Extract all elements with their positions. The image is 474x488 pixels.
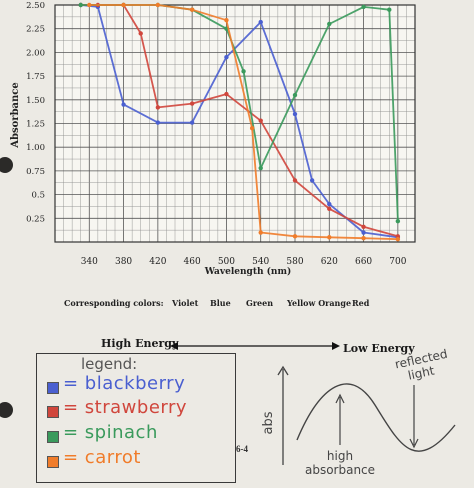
x-tick-label: 660 [355,257,372,267]
data-point-carrot [121,2,126,8]
x-tick-label: 420 [149,257,166,267]
data-point-blackberry [292,111,298,117]
x-tick-label: 460 [184,257,201,267]
legend-swatch-strawberry [47,406,59,418]
legend-swatch-carrot [47,456,59,468]
corresponding-colors-row: Corresponding colors: Violet Blue Green … [0,298,474,314]
data-point-spinach [327,21,332,27]
data-point-carrot [292,234,298,239]
x-tick-label: 540 [252,257,269,267]
data-point-spinach [387,7,392,12]
data-point-strawberry [361,224,366,230]
binder-hole-bottom [0,402,13,418]
data-point-strawberry [292,178,298,183]
sketch-y-arrowhead [277,365,289,376]
x-tick-label: 580 [286,257,303,267]
y-tick-label: 1.75 [26,72,45,82]
data-point-spinach [292,92,298,98]
y-tick-label: 0.25 [26,214,45,224]
absorbance-chart: 340 380 420 460 500 540 580 620 660 700 0.250.50.… [10,1,416,277]
binder-hole-top [0,157,13,173]
x-axis-label: Wavelength (nm) [204,266,292,277]
data-point-strawberry [258,118,263,123]
x-tick-label: 340 [81,257,98,267]
energy-scale: High Energy Low Energy [0,337,474,357]
sketch-axis-label: abs [261,411,276,434]
data-point-spinach [258,165,263,171]
x-tick-label: 380 [115,257,132,267]
grid [54,4,416,243]
data-point-carrot [249,126,255,131]
reflected-light-line2: light [407,363,436,382]
legend-item-carrot: = carrot [63,447,141,468]
x-tick-labels: 340 380 420 460 500 540 580 620 660 700 [81,257,407,267]
data-point-carrot [155,2,161,8]
high-absorbance-line2: absorbance [305,463,375,477]
data-point-blackberry [361,230,366,235]
legend-title: legend: [81,355,138,373]
legend-swatch-blackberry [47,382,59,394]
x-tick-label: 700 [389,257,406,267]
data-point-strawberry [138,31,143,36]
corresponding-colors-label: Corresponding colors: [64,298,164,308]
data-point-spinach [241,69,246,74]
legend-item-blackberry: = blackberry [63,373,186,394]
y-tick-label: 1.00 [26,143,45,153]
data-point-strawberry [327,206,332,212]
data-point-carrot [361,236,366,241]
y-tick-label: 0.5 [31,191,45,201]
high-energy-label: High Energy [101,337,179,350]
y-tick-label: 2.25 [26,25,45,35]
data-point-blackberry [224,54,229,60]
data-point-spinach [361,4,366,10]
y-axis-label: Absorbance [10,82,21,149]
data-point-blackberry [121,102,126,107]
data-point-carrot [87,2,92,8]
sketch-curve [296,383,456,452]
y-tick-label: 1.25 [26,120,45,130]
series-carrot [87,2,401,242]
plot-border [54,4,416,243]
page-number: 6-4 [236,444,248,454]
y-tick-label: 1.50 [26,96,45,106]
data-point-blackberry [309,178,315,183]
legend-item-strawberry: = strawberry [63,397,188,418]
y-tick-label: 2.00 [26,48,45,58]
data-point-carrot [395,236,401,242]
high-absorbance-line1: high [327,449,353,463]
data-point-blackberry [327,201,332,207]
color-violet: Violet [172,298,199,308]
data-point-blackberry [189,120,195,125]
data-point-carrot [327,235,332,240]
data-point-spinach [395,218,401,224]
data-point-strawberry [155,105,161,110]
data-series [78,2,401,242]
y-tick-label: 0.75 [26,167,45,177]
data-point-carrot [258,230,263,235]
data-point-strawberry [224,91,229,97]
energy-arrow [170,342,340,350]
data-point-carrot [189,7,195,12]
color-green: Green [246,298,274,308]
y-tick-label: 2.50 [26,1,45,11]
legend-item-spinach: = spinach [63,422,158,443]
data-point-spinach [78,2,83,8]
data-point-carrot [224,17,229,23]
legend-box: legend: = blackberry = strawberry = spin… [36,353,236,483]
legend-swatch-spinach [47,431,59,443]
data-point-blackberry [258,19,263,25]
data-point-strawberry [189,101,195,106]
x-tick-label: 620 [321,257,338,267]
color-red: Red [352,298,370,308]
low-energy-label: Low Energy [343,342,415,355]
absorbance-sketch: abs high absorbance reflected light [261,347,456,477]
data-point-blackberry [155,120,161,125]
x-tick-label: 500 [218,257,235,267]
color-yellow-orange: Yellow Orange [287,298,352,308]
y-tick-labels: 0.25 0.5 0.75 1.00 1.25 1.50 1.75 2.00 2.25 2.50 [26,1,45,224]
color-blue: Blue [210,298,231,308]
series-line-blackberry [79,4,399,239]
